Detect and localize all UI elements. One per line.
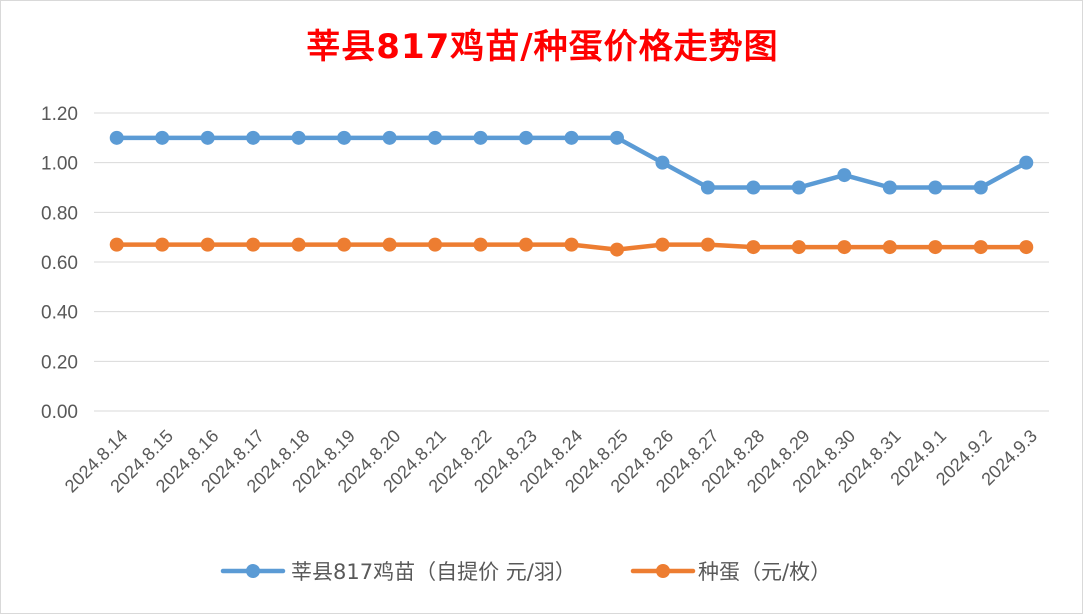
data-point bbox=[382, 130, 397, 145]
data-point bbox=[973, 180, 988, 195]
data-point bbox=[155, 237, 170, 252]
legend-label: 种蛋（元/枚） bbox=[698, 560, 831, 584]
data-point bbox=[655, 155, 670, 170]
data-point bbox=[246, 237, 261, 252]
legend-marker bbox=[246, 564, 260, 578]
data-point bbox=[928, 240, 943, 255]
data-point bbox=[519, 130, 534, 145]
data-point bbox=[291, 130, 306, 145]
data-point bbox=[609, 130, 624, 145]
data-point bbox=[519, 237, 534, 252]
data-point bbox=[564, 130, 579, 145]
legend-label: 莘县817鸡苗（自提价 元/羽） bbox=[291, 560, 576, 584]
data-point bbox=[928, 180, 943, 195]
data-point bbox=[291, 237, 306, 252]
y-tick-label: 0.80 bbox=[41, 203, 78, 224]
data-point bbox=[700, 237, 715, 252]
data-point bbox=[609, 242, 624, 257]
y-tick-label: 0.40 bbox=[41, 303, 78, 324]
data-point bbox=[473, 237, 488, 252]
y-tick-label: 0.20 bbox=[41, 352, 78, 373]
data-point bbox=[109, 237, 124, 252]
data-point bbox=[1019, 155, 1034, 170]
data-point bbox=[246, 130, 261, 145]
data-point bbox=[337, 237, 352, 252]
data-point bbox=[564, 237, 579, 252]
data-point bbox=[791, 180, 806, 195]
data-point bbox=[837, 168, 852, 183]
data-point bbox=[655, 237, 670, 252]
data-point bbox=[700, 180, 715, 195]
data-point bbox=[746, 180, 761, 195]
data-point bbox=[973, 240, 988, 255]
y-tick-label: 1.00 bbox=[41, 154, 78, 175]
data-point bbox=[382, 237, 397, 252]
data-point bbox=[428, 237, 443, 252]
data-point bbox=[200, 237, 215, 252]
data-point bbox=[837, 240, 852, 255]
y-tick-label: 1.20 bbox=[41, 104, 78, 125]
data-point bbox=[1019, 240, 1034, 255]
y-tick-label: 0.60 bbox=[41, 253, 78, 274]
data-point bbox=[109, 130, 124, 145]
y-tick-label: 0.00 bbox=[41, 402, 78, 423]
legend-marker bbox=[656, 564, 670, 578]
data-point bbox=[428, 130, 443, 145]
data-point bbox=[746, 240, 761, 255]
chart-title: 莘县817鸡苗/种蛋价格走势图 bbox=[306, 27, 779, 67]
data-point bbox=[155, 130, 170, 145]
data-point bbox=[337, 130, 352, 145]
data-point bbox=[200, 130, 215, 145]
data-point bbox=[882, 180, 897, 195]
data-point bbox=[473, 130, 488, 145]
data-point bbox=[882, 240, 897, 255]
data-point bbox=[791, 240, 806, 255]
